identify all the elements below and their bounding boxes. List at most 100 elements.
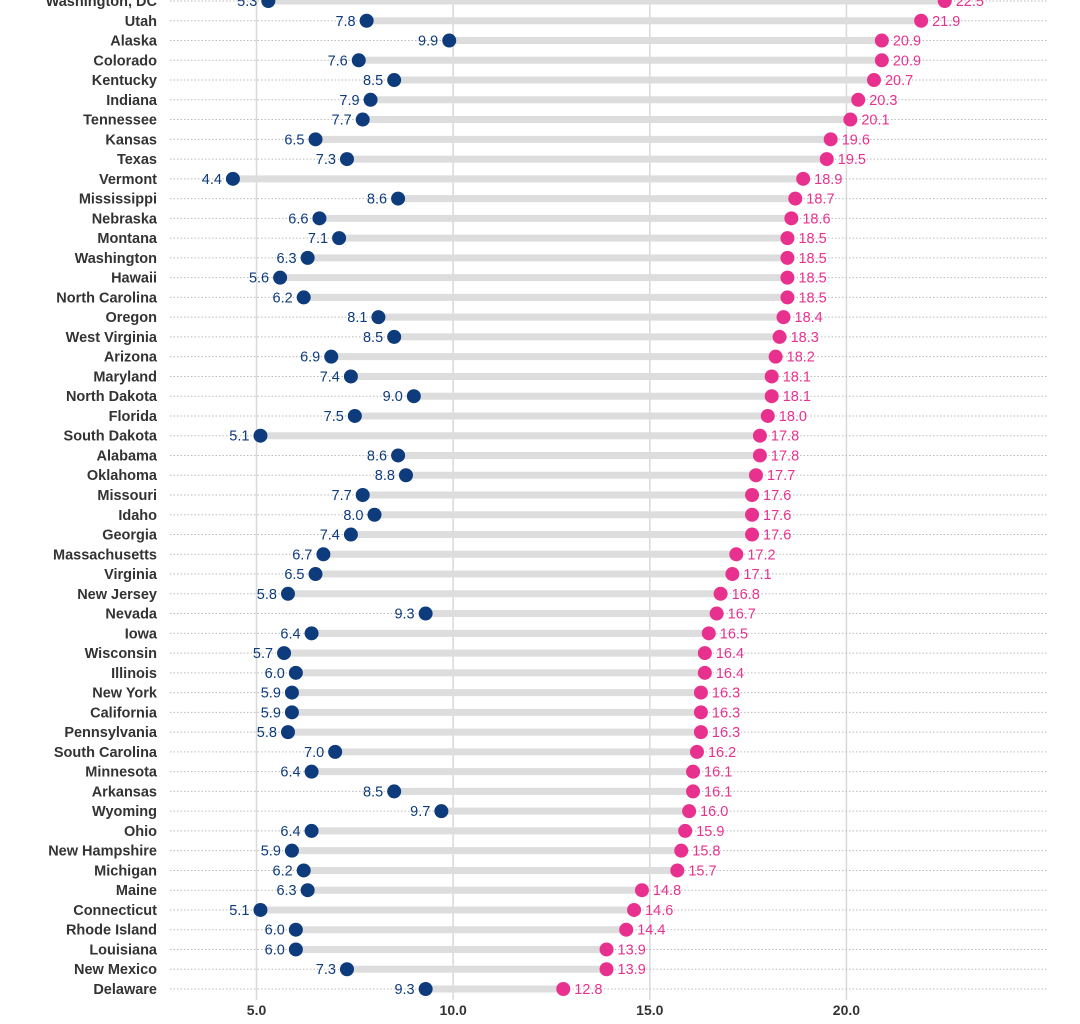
low-value-label: 6.5	[284, 132, 304, 148]
high-value-label: 14.8	[653, 883, 681, 899]
high-value-dot	[780, 270, 795, 285]
low-value-dot	[343, 527, 358, 542]
low-value-dot	[418, 982, 433, 996]
high-value-dot	[764, 389, 779, 404]
high-value-label: 15.8	[692, 844, 720, 860]
state-label: Alabama	[97, 448, 158, 464]
state-label: Missouri	[97, 488, 157, 504]
low-value-label: 9.7	[410, 804, 430, 820]
high-value-dot	[866, 73, 881, 88]
high-value-label: 18.4	[795, 310, 823, 326]
high-value-label: 17.2	[747, 547, 775, 563]
state-label: Louisiana	[89, 942, 158, 958]
low-value-label: 6.3	[276, 251, 296, 267]
high-value-label: 13.9	[618, 962, 646, 978]
high-value-label: 22.5	[956, 0, 984, 10]
state-label: Wyoming	[92, 804, 157, 820]
low-value-dot	[391, 191, 406, 206]
low-value-dot	[288, 665, 303, 680]
low-value-dot	[261, 0, 276, 8]
state-label: Vermont	[99, 172, 157, 188]
low-value-dot	[355, 112, 370, 127]
high-value-dot	[682, 804, 697, 819]
high-value-dot	[796, 171, 811, 186]
high-value-label: 18.6	[802, 211, 830, 227]
high-value-label: 16.3	[712, 705, 740, 721]
low-value-label: 8.5	[363, 73, 383, 89]
high-value-dot	[693, 685, 708, 700]
high-value-dot	[764, 369, 779, 384]
low-value-dot	[387, 73, 402, 88]
low-value-dot	[280, 725, 295, 740]
high-value-dot	[745, 527, 760, 542]
low-value-label: 7.4	[320, 528, 340, 544]
low-value-dot	[387, 329, 402, 344]
state-label: Maryland	[93, 369, 157, 385]
low-value-label: 6.6	[288, 211, 308, 227]
low-value-dot	[288, 922, 303, 937]
high-value-dot	[697, 646, 712, 661]
high-value-dot	[619, 922, 634, 937]
high-value-dot	[693, 705, 708, 720]
high-value-dot	[686, 764, 701, 779]
low-value-dot	[316, 547, 331, 562]
low-value-label: 6.7	[292, 547, 312, 563]
high-value-dot	[752, 448, 767, 463]
low-value-dot	[418, 606, 433, 621]
low-value-label: 5.8	[257, 587, 277, 603]
low-value-dot	[308, 132, 323, 147]
high-value-dot	[689, 744, 704, 759]
low-value-dot	[398, 468, 413, 483]
low-value-label: 7.7	[332, 488, 352, 504]
state-label: New Hampshire	[48, 844, 157, 860]
high-value-label: 21.9	[932, 14, 960, 30]
high-value-dot	[627, 902, 642, 917]
low-value-label: 8.5	[363, 330, 383, 346]
low-value-label: 8.8	[375, 468, 395, 484]
low-value-dot	[347, 408, 362, 423]
low-value-dot	[273, 270, 288, 285]
low-value-dot	[304, 764, 319, 779]
low-value-dot	[332, 231, 347, 246]
low-value-label: 8.5	[363, 784, 383, 800]
low-value-dot	[304, 626, 319, 641]
state-label: South Carolina	[54, 745, 158, 761]
state-label: New Jersey	[77, 587, 157, 603]
low-value-label: 5.3	[237, 0, 257, 10]
low-value-dot	[300, 883, 315, 898]
low-value-dot	[355, 488, 370, 502]
low-value-label: 7.3	[316, 152, 336, 168]
high-value-label: 16.4	[716, 646, 744, 662]
high-value-label: 18.1	[783, 369, 811, 385]
state-label: Washington	[75, 251, 157, 267]
low-value-dot	[253, 902, 268, 917]
high-value-label: 17.8	[771, 448, 799, 464]
state-label: South Dakota	[64, 429, 158, 445]
high-value-label: 20.3	[869, 93, 897, 109]
high-value-label: 17.1	[743, 567, 771, 583]
x-tick-label: 20.0	[833, 1002, 860, 1018]
high-value-label: 13.9	[618, 942, 646, 958]
low-value-label: 4.4	[202, 172, 222, 188]
low-value-label: 7.4	[320, 369, 340, 385]
low-value-label: 8.6	[367, 192, 387, 208]
low-value-label: 7.6	[328, 53, 348, 69]
high-value-label: 18.5	[798, 251, 826, 267]
state-label: Connecticut	[73, 903, 157, 919]
high-value-dot	[760, 408, 775, 423]
high-value-dot	[780, 290, 795, 305]
high-value-label: 15.9	[696, 824, 724, 840]
low-value-label: 7.7	[332, 113, 352, 129]
state-label: Michigan	[94, 863, 157, 879]
high-value-dot	[768, 349, 783, 364]
high-value-label: 16.5	[720, 626, 748, 642]
state-label: Nebraska	[92, 211, 158, 227]
low-value-dot	[363, 92, 378, 107]
high-value-dot	[874, 53, 889, 68]
state-label: Rhode Island	[66, 923, 157, 939]
state-label: Arkansas	[92, 784, 157, 800]
state-label: Arizona	[104, 350, 158, 366]
low-value-label: 6.2	[273, 863, 293, 879]
high-value-dot	[556, 982, 571, 996]
high-value-dot	[784, 211, 799, 226]
